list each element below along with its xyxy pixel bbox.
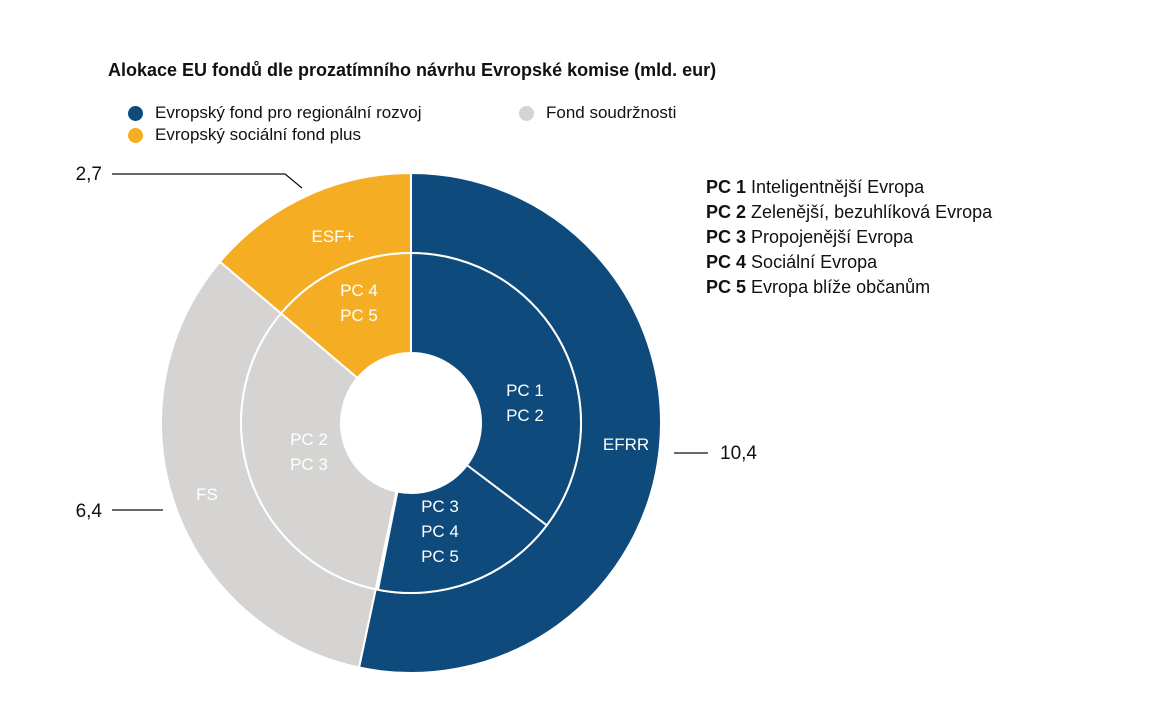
legend-item-fs: Fond soudržnosti xyxy=(519,103,676,123)
policy-code: PC 5 xyxy=(706,277,747,297)
policy-code: PC 4 xyxy=(706,252,747,272)
legend-label: Evropský sociální fond plus xyxy=(155,125,361,144)
inner-slice-4 xyxy=(279,251,412,380)
policy-text: Zelenější, bezuhlíková Evropa xyxy=(751,202,993,222)
value-label-esf: 2,7 xyxy=(76,164,102,185)
policy-text: Propojenější Evropa xyxy=(751,227,914,247)
policy-objective-2: PC 2 Zelenější, bezuhlíková Evropa xyxy=(706,200,992,225)
inner-label-3: PC 2 PC 3 xyxy=(290,430,328,474)
legend-dot-icon xyxy=(128,127,143,143)
slice-label-esf: ESF+ xyxy=(312,227,355,246)
slice-label-efrr: EFRR xyxy=(603,435,649,454)
legend-dot-icon xyxy=(519,105,534,121)
value-label-fs: 6,4 xyxy=(76,501,103,522)
policy-code: PC 2 xyxy=(706,202,747,222)
legend-label: Fond soudržnosti xyxy=(546,103,677,122)
policy-objective-1: PC 1 Inteligentnější Evropa xyxy=(706,175,992,200)
policy-code: PC 1 xyxy=(706,177,747,197)
policy-text: Sociální Evropa xyxy=(751,252,878,272)
legend-item-efrr: Evropský fond pro regionální rozvoj xyxy=(128,103,421,123)
inner-slice-3 xyxy=(240,311,398,591)
legend-dot-icon xyxy=(128,105,143,121)
policy-objective-4: PC 4 Sociální Evropa xyxy=(706,250,992,275)
legend-item-esf: Evropský sociální fond plus xyxy=(128,125,361,145)
policy-text: Inteligentnější Evropa xyxy=(751,177,925,197)
policy-code: PC 3 xyxy=(706,227,747,247)
slice-label-fs: FS xyxy=(196,485,218,504)
chart-title: Alokace EU fondů dle prozatímního návrhu… xyxy=(108,60,717,80)
inner-label-2: PC 3 PC 4 PC 5 xyxy=(421,497,459,566)
inner-slice-2 xyxy=(376,463,549,594)
value-label-efrr: 10,4 xyxy=(720,443,757,464)
policy-objective-3: PC 3 Propojenější Evropa xyxy=(706,225,992,250)
legend-label: Evropský fond pro regionální rozvoj xyxy=(155,103,422,122)
inner-label-4: PC 4 PC 5 xyxy=(340,281,378,325)
chart-legend: Evropský fond pro regionální rozvoj Evro… xyxy=(128,103,728,153)
callout-line-esf xyxy=(112,173,303,189)
inner-slice-1 xyxy=(410,251,582,527)
policy-text: Evropa blíže občanům xyxy=(751,277,931,297)
inner-label-1: PC 1 PC 2 xyxy=(506,381,544,425)
policy-objective-list: PC 1 Inteligentnější Evropa PC 2 Zeleněj… xyxy=(706,175,992,300)
policy-objective-5: PC 5 Evropa blíže občanům xyxy=(706,275,992,300)
